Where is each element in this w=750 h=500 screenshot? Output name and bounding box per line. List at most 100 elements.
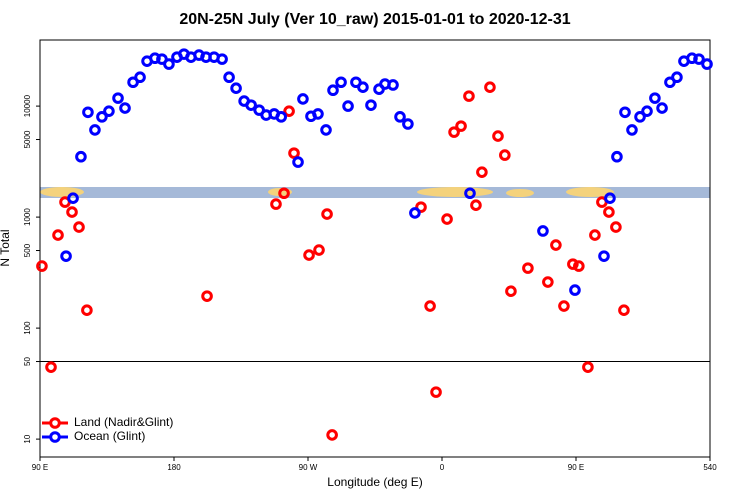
point [641, 105, 653, 117]
point [455, 120, 467, 132]
point [278, 187, 290, 200]
point [216, 53, 228, 65]
point [66, 206, 78, 218]
point [604, 192, 616, 205]
y-tick-label: 10 [23, 434, 32, 443]
y-tick-label: 1000 [23, 208, 32, 226]
point [415, 201, 427, 213]
point [649, 92, 661, 104]
point [321, 208, 333, 220]
point [409, 207, 421, 219]
point [335, 76, 347, 89]
y-tick-label: 50 [23, 357, 32, 366]
point [558, 300, 570, 312]
point [275, 111, 288, 123]
x-tick-label: 90 E [32, 463, 48, 472]
point [73, 221, 85, 233]
point [245, 99, 257, 111]
point [542, 276, 554, 288]
y-axis-label: N Total [0, 229, 12, 266]
point [60, 250, 72, 262]
point [603, 206, 615, 218]
point [589, 229, 601, 241]
point [522, 262, 534, 274]
point [36, 260, 48, 272]
point [303, 249, 315, 261]
point [441, 213, 453, 225]
point [582, 361, 594, 373]
legend-marker [49, 417, 61, 429]
point [312, 108, 324, 120]
point [326, 429, 338, 441]
point [470, 199, 482, 212]
x-tick-label: 0 [440, 463, 445, 472]
point [619, 106, 631, 119]
point [671, 71, 683, 84]
point [634, 111, 646, 123]
point [313, 244, 325, 256]
chart-title: 20N-25N July (Ver 10_raw) 2015-01-01 to … [179, 11, 570, 28]
point [96, 111, 108, 123]
point [67, 192, 79, 205]
point [573, 260, 585, 272]
point [686, 52, 698, 65]
x-tick-label: 180 [167, 463, 181, 472]
point [327, 84, 339, 97]
point [292, 156, 304, 168]
point [45, 361, 57, 373]
point [297, 93, 309, 105]
point [270, 198, 282, 210]
point [288, 147, 300, 159]
point [598, 250, 610, 262]
point [499, 149, 511, 161]
point [484, 81, 496, 94]
y-tick-label: 10000 [23, 94, 32, 117]
y-tick-label: 5000 [23, 130, 32, 148]
point [223, 71, 235, 84]
point [618, 304, 630, 316]
point [365, 99, 377, 111]
point [701, 58, 713, 70]
point [230, 82, 242, 94]
point [611, 150, 623, 163]
point [149, 52, 161, 65]
point [163, 58, 175, 70]
point [357, 81, 369, 94]
point [626, 124, 638, 136]
point [52, 229, 64, 241]
point [505, 285, 517, 298]
point [103, 105, 115, 117]
point [424, 300, 436, 312]
point [201, 290, 213, 302]
point [75, 150, 87, 163]
point [82, 106, 94, 119]
point [430, 386, 442, 398]
point [537, 225, 549, 237]
x-tick-label: 90 W [299, 463, 318, 472]
point [569, 284, 581, 296]
point [693, 53, 705, 65]
point [89, 124, 101, 136]
point [463, 90, 475, 102]
y-tick-label: 500 [23, 243, 32, 257]
point [119, 102, 131, 114]
x-tick-label: 90 E [568, 463, 584, 472]
x-axis-label: Longitude (deg E) [327, 475, 422, 489]
point [394, 111, 406, 123]
point [387, 79, 399, 91]
point [448, 126, 460, 138]
point [610, 221, 622, 233]
legend-marker [49, 431, 61, 443]
point [492, 130, 504, 142]
point [342, 100, 354, 112]
point [476, 166, 488, 178]
point [320, 124, 332, 136]
point [464, 187, 476, 200]
point [567, 258, 579, 270]
point [283, 105, 295, 117]
point [112, 92, 124, 104]
point [550, 239, 562, 251]
point [402, 118, 414, 130]
point [81, 304, 93, 316]
